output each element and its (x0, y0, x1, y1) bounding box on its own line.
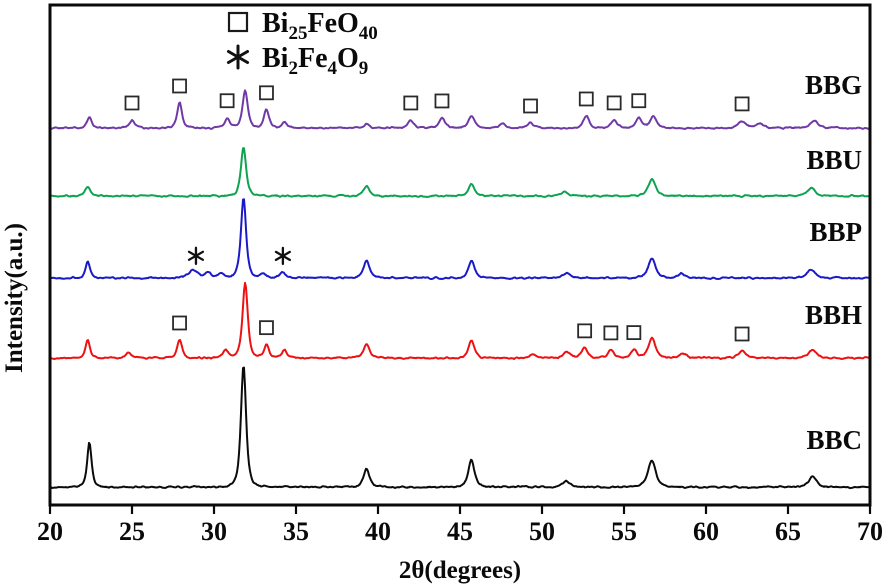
square-marker-BBG (631, 93, 647, 109)
trace-BBC (49, 366, 871, 490)
legend-label: Bi2​Fe4​O9​ (262, 43, 368, 79)
x-tick-label: 50 (529, 517, 555, 546)
square-marker-BBH (734, 326, 750, 342)
asterisk-marker-BBP (274, 246, 291, 266)
trace-BBG (49, 89, 870, 130)
x-tick-label: 60 (693, 517, 719, 546)
square-marker-BBH (259, 320, 274, 336)
x-tick-label: 25 (119, 517, 145, 546)
x-tick-label: 55 (611, 517, 637, 546)
sample-label-BBG: BBG (805, 70, 862, 100)
square-marker-BBG (523, 98, 538, 114)
square-marker-BBG (606, 95, 622, 111)
y-axis-title: Intensity(a.u.) (1, 223, 28, 373)
square-marker-BBH (626, 325, 642, 341)
legend-item-Bi25FeO40: Bi25​FeO40​ (227, 8, 378, 44)
marker-layer (124, 78, 750, 342)
x-tick-label: 45 (447, 517, 473, 546)
label-layer: 2θ(degrees) Intensity(a.u.) BBG BBU BBP BBH… (1, 70, 862, 584)
asterisk-icon (226, 44, 250, 70)
square-marker-BBG (403, 95, 419, 111)
legend-item-Bi2Fe4O9: Bi2​Fe4​O9​ (226, 43, 368, 79)
x-tick-label: 35 (283, 517, 309, 546)
square-marker-BBG (219, 93, 235, 109)
sample-label-BBP: BBP (809, 217, 862, 247)
x-axis-title: 2θ(degrees) (399, 557, 521, 584)
trace-layer (49, 89, 871, 490)
sample-label-BBU: BBU (806, 145, 862, 175)
trace-BBP (50, 198, 871, 280)
x-tick-label: 20 (37, 517, 63, 546)
square-marker-BBG (578, 91, 594, 107)
square-marker-BBH (172, 315, 187, 331)
sample-label-BBH: BBH (805, 300, 862, 330)
square-marker-BBH (577, 323, 593, 339)
square-marker-BBH (603, 325, 619, 341)
square-marker-BBG (434, 93, 450, 109)
tick-layer: 20 25 30 35 40 45 50 55 60 65 70 (37, 505, 883, 546)
asterisk-marker-BBP (187, 246, 205, 265)
square-marker-BBG (734, 96, 750, 112)
x-tick-label: 40 (365, 517, 391, 546)
x-tick-label: 30 (201, 517, 227, 546)
trace-BBH (49, 281, 871, 360)
sample-label-BBC: BBC (806, 425, 862, 455)
trace-BBU (49, 147, 871, 198)
square-marker-BBG (259, 85, 274, 101)
x-tick-label: 65 (775, 517, 801, 546)
open-square-icon (227, 11, 249, 33)
legend-label: Bi25​FeO40​ (262, 8, 378, 44)
square-marker-BBG (172, 78, 187, 94)
legend: Bi25​FeO40​Bi2​Fe4​O9​ (226, 8, 378, 79)
x-tick-label: 70 (857, 517, 883, 546)
square-marker-BBG (124, 95, 140, 111)
